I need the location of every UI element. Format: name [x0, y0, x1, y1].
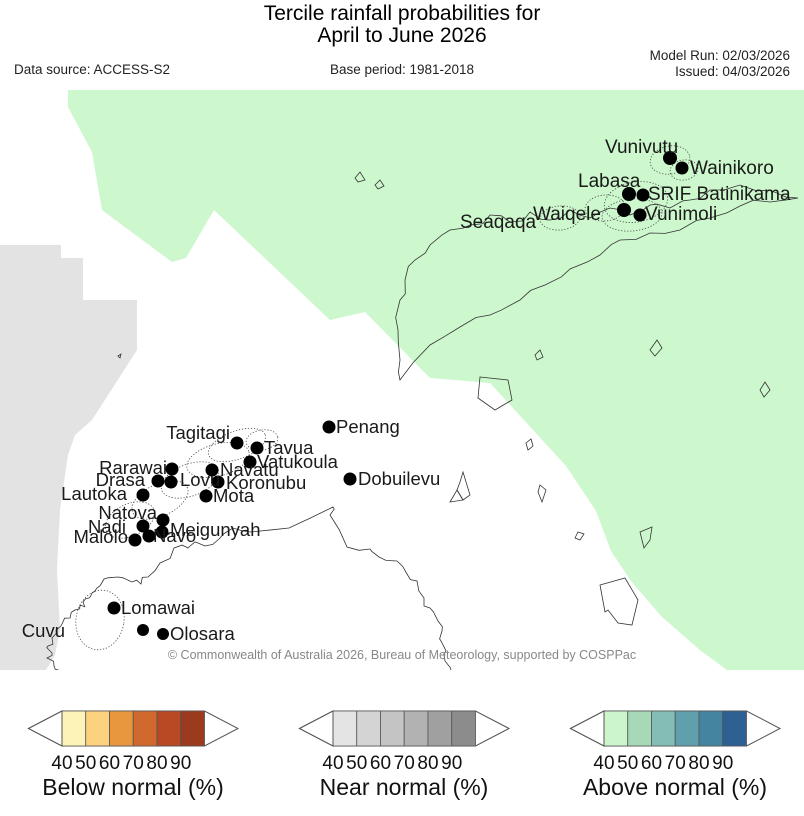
svg-text:90: 90	[712, 753, 733, 774]
svg-text:Lomawai: Lomawai	[121, 597, 195, 618]
svg-text:Wainikoro: Wainikoro	[690, 158, 774, 179]
svg-text:70: 70	[123, 753, 144, 774]
svg-text:Dobuilevu: Dobuilevu	[358, 468, 440, 489]
svg-text:50: 50	[617, 753, 638, 774]
svg-text:Seaqaqa: Seaqaqa	[460, 212, 537, 233]
svg-text:Tagitagi: Tagitagi	[166, 422, 230, 443]
svg-text:80: 80	[146, 753, 167, 774]
svg-text:80: 80	[417, 753, 438, 774]
svg-text:Olosara: Olosara	[170, 623, 235, 644]
svg-text:Vunimoli: Vunimoli	[645, 204, 717, 225]
svg-text:Lautoka: Lautoka	[61, 483, 128, 504]
svg-text:60: 60	[99, 753, 120, 774]
svg-text:Malolo: Malolo	[74, 526, 129, 547]
svg-text:70: 70	[394, 753, 415, 774]
svg-text:Waiqele: Waiqele	[533, 204, 601, 225]
svg-text:Below normal (%): Below normal (%)	[42, 774, 224, 800]
svg-text:80: 80	[688, 753, 709, 774]
svg-text:Vunivutu: Vunivutu	[605, 137, 678, 158]
svg-text:90: 90	[170, 753, 191, 774]
svg-text:SRIF Batinikama: SRIF Batinikama	[648, 184, 791, 205]
svg-text:60: 60	[641, 753, 662, 774]
svg-text:Near normal (%): Near normal (%)	[320, 774, 489, 800]
svg-text:Navo: Navo	[153, 525, 196, 546]
svg-text:Mota: Mota	[213, 485, 255, 506]
svg-text:Cuvu: Cuvu	[22, 620, 65, 641]
svg-text:70: 70	[665, 753, 686, 774]
svg-text:40: 40	[322, 753, 343, 774]
svg-text:50: 50	[346, 753, 367, 774]
svg-text:Penang: Penang	[336, 416, 400, 437]
svg-text:50: 50	[75, 753, 96, 774]
svg-text:60: 60	[370, 753, 391, 774]
svg-text:Above normal (%): Above normal (%)	[583, 774, 767, 800]
svg-text:40: 40	[593, 753, 614, 774]
svg-text:90: 90	[441, 753, 462, 774]
svg-text:Labasa: Labasa	[578, 171, 641, 192]
svg-text:40: 40	[51, 753, 72, 774]
